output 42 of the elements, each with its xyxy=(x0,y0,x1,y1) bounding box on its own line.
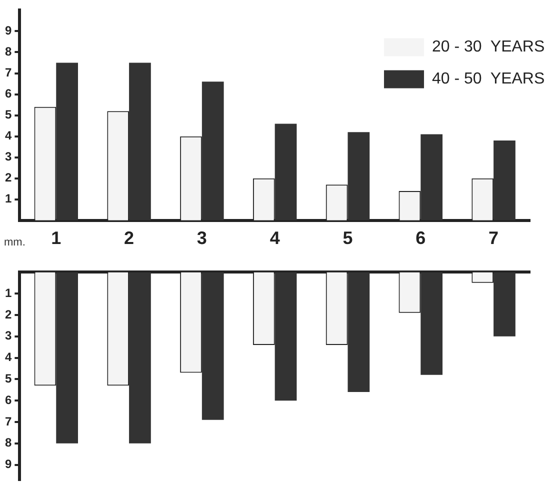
legend-label: 40 - 50 YEARS xyxy=(432,70,545,88)
y-tick-label: 8 xyxy=(4,44,12,59)
bar xyxy=(494,272,516,336)
y-tick-label: 9 xyxy=(4,24,12,38)
bar xyxy=(420,272,443,375)
y-tick-label: 7 xyxy=(4,66,12,80)
bar xyxy=(129,272,151,444)
legend-label: 20 - 30 YEARS xyxy=(432,38,545,56)
x-tick-label: 5 xyxy=(342,228,353,248)
y-tick-label: 7 xyxy=(4,414,12,428)
y-tick-label: 5 xyxy=(4,108,12,122)
y-tick-label: 1 xyxy=(4,192,12,206)
y-tick-label: 1 xyxy=(4,286,12,300)
y-tick-label: 6 xyxy=(4,392,12,407)
text: mm. xyxy=(4,236,26,248)
bar xyxy=(274,124,297,220)
bar xyxy=(494,140,516,220)
y-tick-label: 9 xyxy=(4,457,12,472)
bar xyxy=(420,134,443,220)
y-tick-label: 4 xyxy=(4,128,12,143)
y-tick-label: 3 xyxy=(4,150,12,164)
bar xyxy=(274,272,297,401)
bar xyxy=(348,272,370,392)
y-tick-label: 6 xyxy=(4,86,12,101)
bar xyxy=(56,62,78,220)
bar xyxy=(56,272,78,444)
x-tick-label: 2 xyxy=(124,228,134,248)
x-tick-label: 3 xyxy=(196,228,207,248)
y-tick-label: 8 xyxy=(4,436,12,450)
bar xyxy=(129,62,151,220)
bar xyxy=(202,272,224,420)
y-tick-label: 2 xyxy=(4,170,12,185)
x-tick-label: 6 xyxy=(416,228,426,248)
y-tick-label: 4 xyxy=(4,350,12,364)
x-tick-label: 1 xyxy=(51,228,62,248)
y-tick-label: 2 xyxy=(4,307,12,322)
bar xyxy=(202,82,224,220)
x-tick-label: 7 xyxy=(488,228,499,248)
bar xyxy=(348,132,370,220)
x-tick-label: 4 xyxy=(270,228,280,248)
y-tick-label: 3 xyxy=(4,328,12,343)
y-tick-label: 5 xyxy=(4,372,12,386)
